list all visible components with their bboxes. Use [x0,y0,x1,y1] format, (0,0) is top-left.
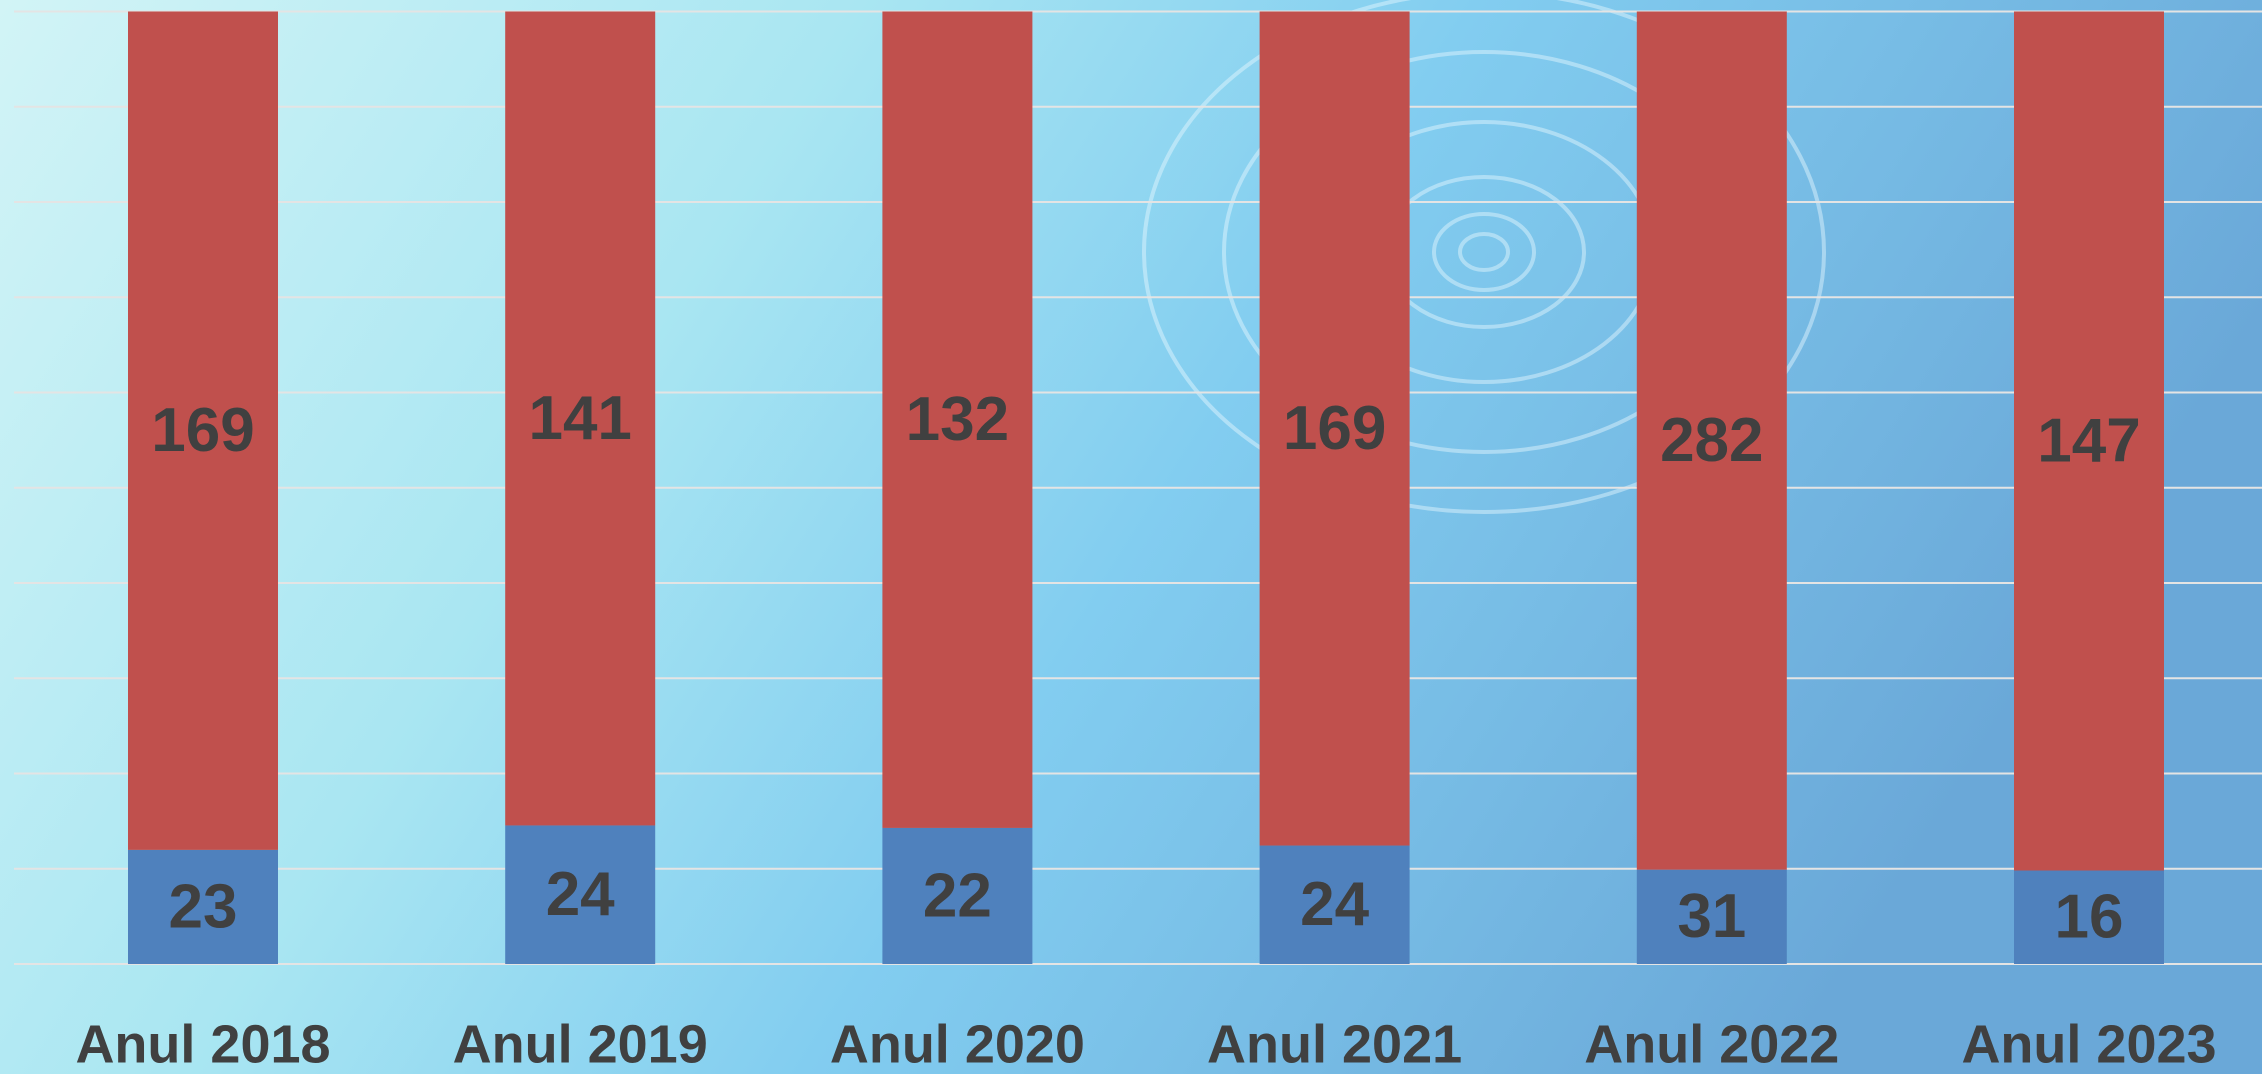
data-label: 147 [2037,406,2140,475]
x-tick-label: Anul 2022 [1584,1014,1839,1074]
data-label: 169 [1283,394,1386,463]
data-label: 169 [151,396,254,465]
data-label: 141 [528,384,631,453]
data-label: 22 [923,861,992,930]
data-label: 282 [1660,406,1763,475]
data-label: 132 [906,385,1009,454]
data-label: 23 [169,872,238,941]
chart: 23 169 Anul 2018 24 141 Anul 2019 22 132 Anul 20… [0,0,2262,1074]
x-tick-label: Anul 2021 [1207,1014,1462,1074]
x-tick-label: Anul 2018 [75,1014,330,1074]
background [0,0,2262,1074]
data-label: 16 [2055,883,2124,952]
x-tick-label: Anul 2020 [830,1014,1085,1074]
page: 23 169 Anul 2018 24 141 Anul 2019 22 132 Anul 20… [0,0,2262,1074]
x-tick-label: Anul 2023 [1961,1014,2216,1074]
data-label: 24 [546,860,615,929]
x-tick-label: Anul 2019 [453,1014,708,1074]
data-label: 24 [1300,870,1369,939]
data-label: 31 [1677,882,1746,951]
